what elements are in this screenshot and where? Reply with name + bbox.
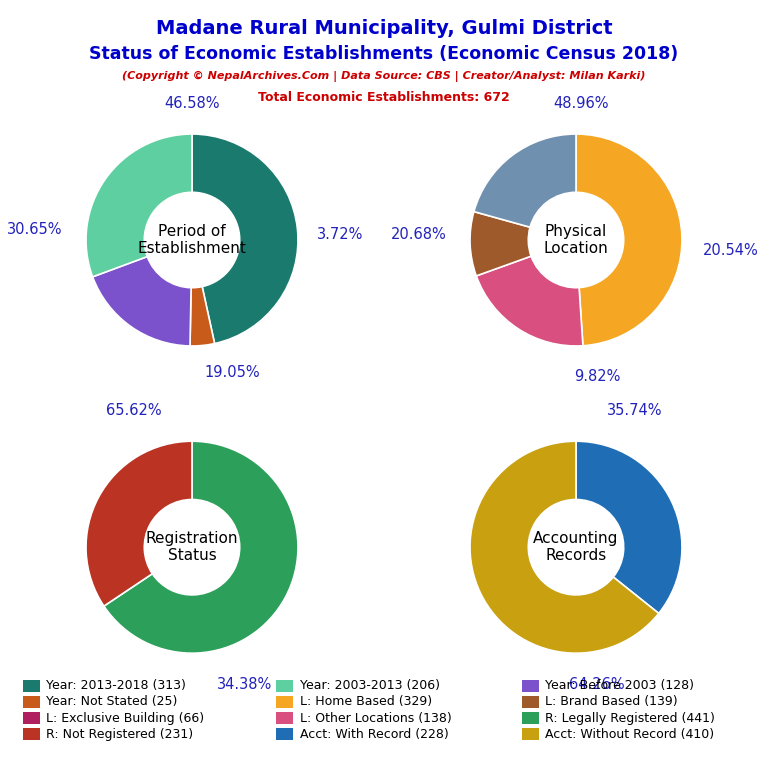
- Text: 48.96%: 48.96%: [554, 96, 609, 111]
- Text: 19.05%: 19.05%: [204, 365, 260, 380]
- Text: L: Brand Based (139): L: Brand Based (139): [545, 696, 678, 708]
- Text: Madane Rural Municipality, Gulmi District: Madane Rural Municipality, Gulmi Distric…: [156, 19, 612, 38]
- Text: (Copyright © NepalArchives.Com | Data Source: CBS | Creator/Analyst: Milan Karki: (Copyright © NepalArchives.Com | Data So…: [122, 71, 646, 81]
- Text: Registration
Status: Registration Status: [146, 531, 238, 564]
- Wedge shape: [476, 257, 583, 346]
- Text: Total Economic Establishments: 672: Total Economic Establishments: 672: [258, 91, 510, 104]
- Text: Acct: Without Record (410): Acct: Without Record (410): [545, 728, 714, 740]
- Text: 30.65%: 30.65%: [7, 222, 63, 237]
- Text: Year: 2013-2018 (313): Year: 2013-2018 (313): [46, 680, 186, 692]
- Wedge shape: [86, 441, 192, 606]
- Text: Accounting
Records: Accounting Records: [533, 531, 619, 564]
- Text: 35.74%: 35.74%: [607, 403, 662, 418]
- Text: L: Home Based (329): L: Home Based (329): [300, 696, 432, 708]
- Text: 46.58%: 46.58%: [164, 96, 220, 111]
- Text: Year: 2003-2013 (206): Year: 2003-2013 (206): [300, 680, 439, 692]
- Wedge shape: [86, 134, 192, 276]
- Text: Physical
Location: Physical Location: [544, 223, 608, 257]
- Text: 20.54%: 20.54%: [703, 243, 759, 258]
- Text: R: Legally Registered (441): R: Legally Registered (441): [545, 712, 715, 724]
- Text: L: Exclusive Building (66): L: Exclusive Building (66): [46, 712, 204, 724]
- Text: 34.38%: 34.38%: [217, 677, 273, 691]
- Text: 64.26%: 64.26%: [569, 677, 625, 691]
- Text: R: Not Registered (231): R: Not Registered (231): [46, 728, 194, 740]
- Wedge shape: [470, 212, 531, 276]
- Wedge shape: [192, 134, 298, 343]
- Text: 3.72%: 3.72%: [317, 227, 363, 242]
- Text: Acct: With Record (228): Acct: With Record (228): [300, 728, 449, 740]
- Wedge shape: [470, 441, 659, 653]
- Wedge shape: [93, 257, 191, 346]
- Wedge shape: [104, 441, 298, 653]
- Wedge shape: [474, 134, 576, 227]
- Text: Status of Economic Establishments (Economic Census 2018): Status of Economic Establishments (Econo…: [89, 45, 679, 62]
- Text: Year: Not Stated (25): Year: Not Stated (25): [46, 696, 177, 708]
- Text: Year: Before 2003 (128): Year: Before 2003 (128): [545, 680, 694, 692]
- Wedge shape: [190, 286, 214, 346]
- Text: Period of
Establishment: Period of Establishment: [137, 223, 247, 257]
- Wedge shape: [576, 441, 682, 614]
- Text: L: Other Locations (138): L: Other Locations (138): [300, 712, 452, 724]
- Text: 9.82%: 9.82%: [574, 369, 621, 384]
- Wedge shape: [576, 134, 682, 346]
- Text: 20.68%: 20.68%: [391, 227, 447, 242]
- Text: 65.62%: 65.62%: [106, 403, 161, 418]
